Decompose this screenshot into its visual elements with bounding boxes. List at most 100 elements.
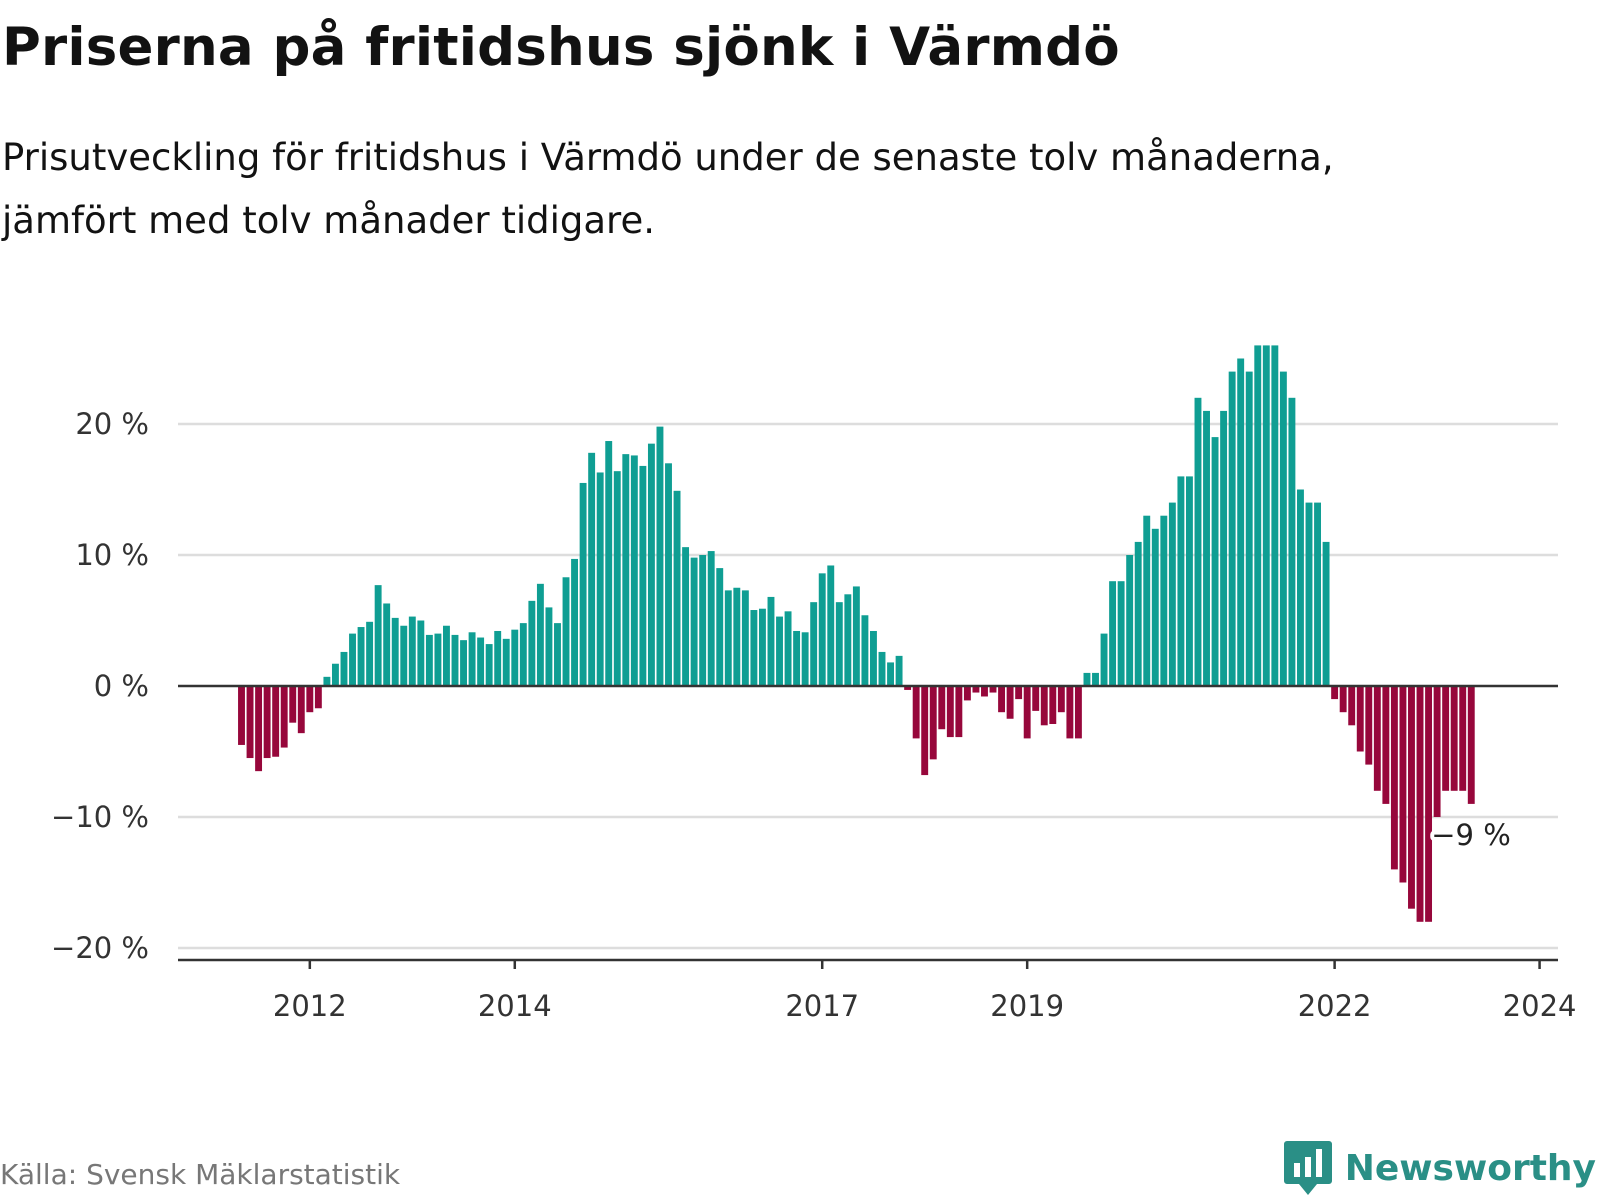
bar (963, 686, 971, 701)
bar (1177, 476, 1185, 686)
bar (272, 686, 280, 757)
bar (887, 662, 894, 686)
bar (511, 629, 519, 686)
bar (374, 585, 382, 686)
bar (1245, 371, 1253, 686)
bar (477, 637, 485, 686)
bar (408, 616, 416, 686)
bar (1442, 686, 1450, 791)
gridlines (178, 422, 1558, 950)
bar (263, 686, 271, 759)
bar (750, 610, 758, 686)
bar (1408, 686, 1415, 909)
bar (280, 686, 288, 748)
bar (1322, 541, 1330, 686)
bar (519, 623, 527, 686)
bar (998, 686, 1006, 713)
bar (1092, 672, 1099, 686)
bar (1416, 686, 1424, 922)
bar (682, 547, 690, 686)
bar (699, 555, 707, 686)
newsworthy-logo: Newsworthy (1283, 1140, 1596, 1196)
bar (639, 465, 647, 686)
bar (357, 627, 365, 686)
chart-subtitle: Prisutveckling för fritidshus i Värmdö u… (2, 126, 1562, 252)
bar (1373, 686, 1381, 791)
last-value-annotation: −9 % (1427, 814, 1515, 856)
bar (1365, 686, 1373, 765)
bar (596, 472, 604, 686)
bar (690, 557, 698, 686)
bar (306, 686, 314, 713)
bar (417, 620, 425, 686)
bar (579, 482, 587, 686)
bar (1143, 515, 1151, 686)
x-axis-ticks: 2012 2014 2017 2019 2022 2024 (273, 960, 1577, 1023)
bar (955, 686, 963, 738)
bar (622, 454, 630, 686)
bar (562, 577, 570, 686)
bar (741, 590, 749, 686)
bar (613, 471, 621, 686)
bar (1390, 686, 1398, 870)
bar (921, 686, 929, 776)
x-tick-label: 2014 (478, 989, 552, 1023)
bar (1459, 686, 1467, 791)
bar (929, 686, 937, 760)
bar (323, 676, 331, 686)
bar (1126, 555, 1134, 686)
bar (801, 632, 809, 686)
bar (656, 426, 664, 686)
bar (981, 686, 988, 697)
bar (673, 490, 681, 686)
bar (297, 686, 305, 734)
bar (1066, 686, 1074, 739)
bar (571, 558, 579, 686)
bar (1023, 686, 1031, 739)
bar (289, 686, 297, 723)
bar (1160, 515, 1168, 686)
bar (716, 568, 724, 686)
bar (733, 587, 741, 686)
bar (1074, 686, 1082, 739)
bar (400, 625, 408, 686)
bar (502, 638, 510, 686)
bar (1040, 686, 1048, 726)
bar (1297, 489, 1304, 686)
bar (468, 632, 476, 686)
bar (1228, 371, 1236, 686)
bar (861, 615, 869, 686)
bar (434, 633, 442, 686)
bar (1425, 686, 1433, 922)
bar (784, 611, 792, 686)
chart-title: Priserna på fritidshus sjönk i Värmdö (2, 17, 1120, 78)
bar (383, 603, 391, 686)
bar (1057, 686, 1065, 713)
bar (1399, 686, 1407, 883)
bar (972, 686, 980, 693)
bar (835, 602, 843, 686)
bar (818, 573, 826, 686)
y-tick-label: −20 % (51, 931, 149, 965)
bar (1331, 686, 1339, 700)
bar (588, 452, 596, 686)
bar (460, 640, 467, 686)
bar (1109, 581, 1117, 686)
x-tick-label: 2024 (1503, 989, 1577, 1023)
bar (1194, 397, 1202, 686)
bar (528, 600, 536, 686)
bar (1203, 410, 1210, 686)
bar (1032, 686, 1040, 711)
bar (391, 617, 399, 686)
bar (1279, 371, 1287, 686)
bar (545, 607, 553, 686)
bar (1450, 686, 1458, 791)
bar (776, 616, 783, 686)
bar (904, 686, 912, 690)
bar (255, 686, 263, 772)
bar (314, 686, 322, 709)
bar (1220, 410, 1228, 686)
bar (1134, 541, 1142, 686)
bar (536, 583, 544, 686)
